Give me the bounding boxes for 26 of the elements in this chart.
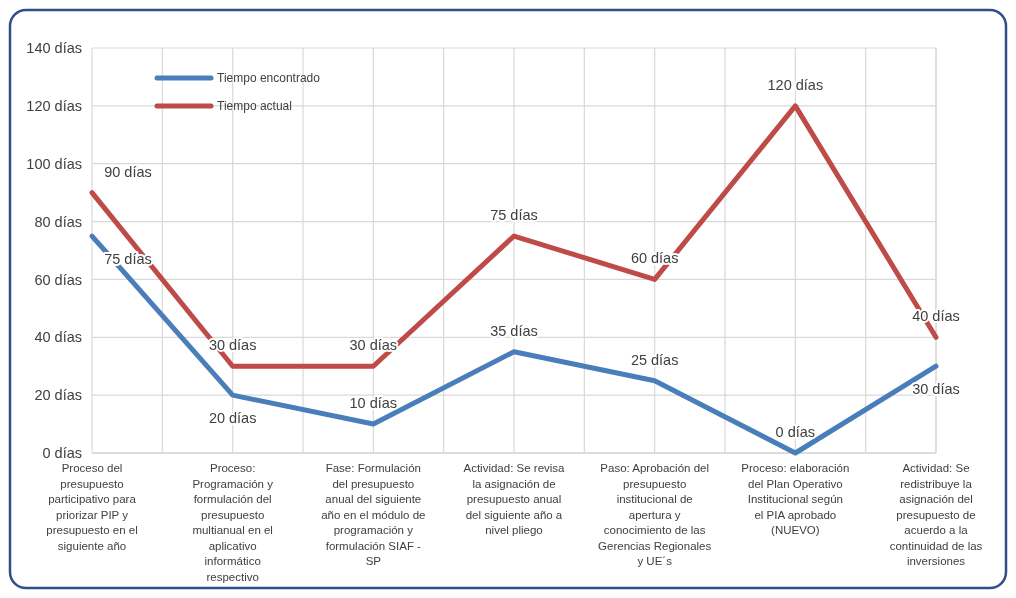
- y-tick-label: 80 días: [34, 213, 82, 230]
- legend-label: Tiempo actual: [217, 99, 292, 114]
- legend-label: Tiempo encontrado: [217, 71, 321, 86]
- y-tick-label: 100 días: [26, 155, 82, 172]
- x-tick-label: Proceso: Programación y formulación del presupuesto multianual en el aplicativo informático respectivo: [192, 462, 274, 583]
- y-tick-label: 60 días: [34, 271, 82, 288]
- x-tick-label: Proceso del presupuesto participativo para priorizar PIP y presupuesto en el siguiente año: [46, 462, 138, 552]
- y-tick-label: 140 días: [26, 40, 82, 57]
- x-tick-label: Paso: Aprobación del presupuesto institucional de apertura y conocimiento de las Gerencias Regionales y UE´s: [598, 462, 712, 567]
- data-label: 35 días: [490, 322, 538, 339]
- data-label: 20 días: [208, 410, 257, 427]
- data-label: 75 días: [490, 207, 538, 224]
- data-label: 0 días: [775, 424, 816, 440]
- x-tick-label: Actividad: Se revisa la asignación de presupuesto anual del siguiente año a nivel pliego: [463, 462, 566, 536]
- y-tick-label: 20 días: [34, 387, 82, 404]
- data-label: 10 días: [349, 395, 398, 412]
- x-tick-label: Proceso: elaboración del Plan Operativo Institucional según el PIA aprobado (NUEVO): [741, 462, 850, 536]
- y-tick-label: 40 días: [34, 329, 82, 346]
- data-label: 90 días: [104, 163, 152, 180]
- y-tick-label: 0 días: [42, 445, 82, 462]
- y-tick-label: 120 días: [26, 97, 82, 114]
- data-label: 25 días: [630, 351, 679, 368]
- x-tick-label: Fase: Formulación del presupuesto anual del siguiente año en el módulo de programación y formulación SIAF - SP: [321, 462, 426, 567]
- data-label: 30 días: [912, 381, 960, 398]
- x-tick-label: Actividad: Se redistribuye la asignación del presupuesto de acuerdo a la continuidad de las inversiones: [889, 462, 983, 567]
- data-label: 120 días: [767, 76, 824, 93]
